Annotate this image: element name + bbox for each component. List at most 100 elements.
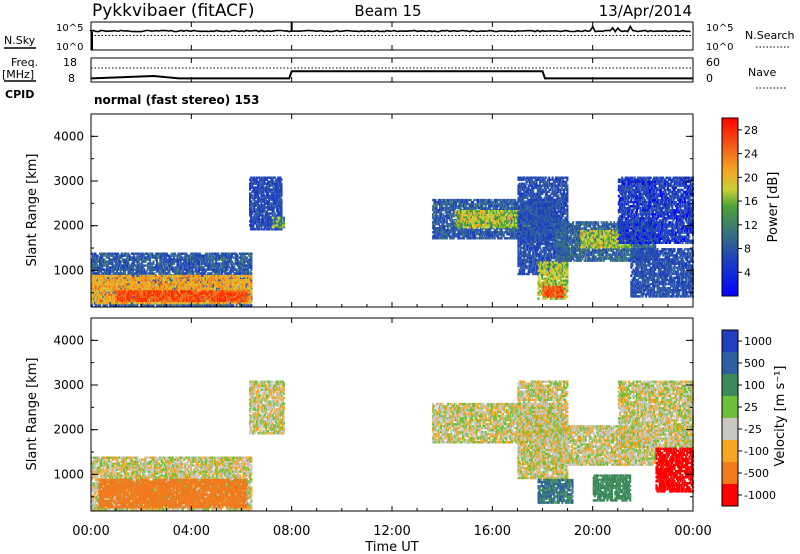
power-cell [165,277,168,280]
power-cell [106,270,109,273]
power-cell [101,264,104,267]
power-cell [180,256,183,259]
power-cell [97,281,100,284]
power-cell [94,262,97,265]
power-cell [176,301,179,305]
power-cell [133,262,136,265]
power-cell [110,281,113,284]
power-cell [126,256,129,259]
power-cell [182,270,185,273]
power-cell [125,268,128,271]
power-cell [160,256,163,259]
power-cell [102,268,105,271]
power-cell [155,264,158,267]
power-cell [141,266,144,269]
power-cell [116,272,119,275]
power-cell [145,283,148,286]
power-cell [93,252,96,255]
power-cell [101,268,104,271]
power-cell [152,262,155,265]
power-cell [174,260,177,263]
power-cell [149,264,152,267]
power-cell [138,266,141,269]
power-cell [91,258,94,261]
power-cell [142,264,145,267]
power-cell [169,302,172,305]
power-cell [134,268,137,271]
power-cell [105,268,108,271]
power-cell [138,264,141,267]
power-cell [159,266,162,269]
power-cell [154,256,157,259]
power-cell [111,268,114,271]
power-cell [108,256,111,259]
power-cell [152,301,155,305]
power-cell [165,254,168,257]
power-cell [168,268,171,271]
power-cell [112,270,115,273]
power-cell [170,258,173,261]
power-cell [151,304,154,307]
power-cell [100,276,103,279]
power-cell [96,254,99,257]
power-cell [114,256,117,259]
power-cell [122,268,125,271]
power-cell [179,258,182,261]
power-cell [166,304,169,307]
power-cell [153,302,156,305]
power-cell [166,252,169,255]
power-cell [109,272,112,275]
power-cell [224,285,227,288]
power-cell [153,277,156,280]
power-cell [126,262,129,265]
power-cell [149,272,152,275]
power-cell [168,272,171,275]
power-cell [151,252,154,255]
power-cell [147,266,150,269]
power-cell [143,281,146,284]
power-cell [191,302,194,305]
power-cell [137,270,140,273]
power-cell [122,254,125,257]
power-cell [170,278,173,281]
power-cell [96,268,99,271]
power-cell [144,274,147,277]
power-cell [183,252,186,255]
power-cell [243,301,246,305]
power-cell [114,272,117,275]
power-cell [184,304,187,307]
power-cell [223,274,226,278]
power-cell [178,281,181,284]
power-cell [160,266,163,269]
power-cell [92,260,95,263]
power-cell [136,260,139,263]
power-cell [152,254,155,257]
power-cell [103,294,106,297]
power-cell [105,270,108,273]
power-cell [146,276,149,279]
power-cell [96,278,99,281]
power-cell [142,254,145,257]
power-cell [109,304,112,307]
power-cell [106,262,109,265]
power-cell [118,274,121,278]
power-cell [124,285,127,288]
power-cell [194,258,197,261]
power-cell [180,274,183,278]
power-cell [118,280,121,283]
power-cell [111,254,114,257]
power-cell [187,254,190,257]
power-cell [134,264,137,267]
power-cell [136,283,139,286]
power-cell [99,270,102,273]
power-cell [108,272,111,275]
power-cell [138,252,141,255]
power-cell [94,272,97,275]
power-cell [132,272,135,275]
power-cell [133,276,136,279]
power-cell [149,262,152,265]
power-cell [165,256,168,259]
power-cell [170,268,173,271]
power-cell [129,278,132,281]
